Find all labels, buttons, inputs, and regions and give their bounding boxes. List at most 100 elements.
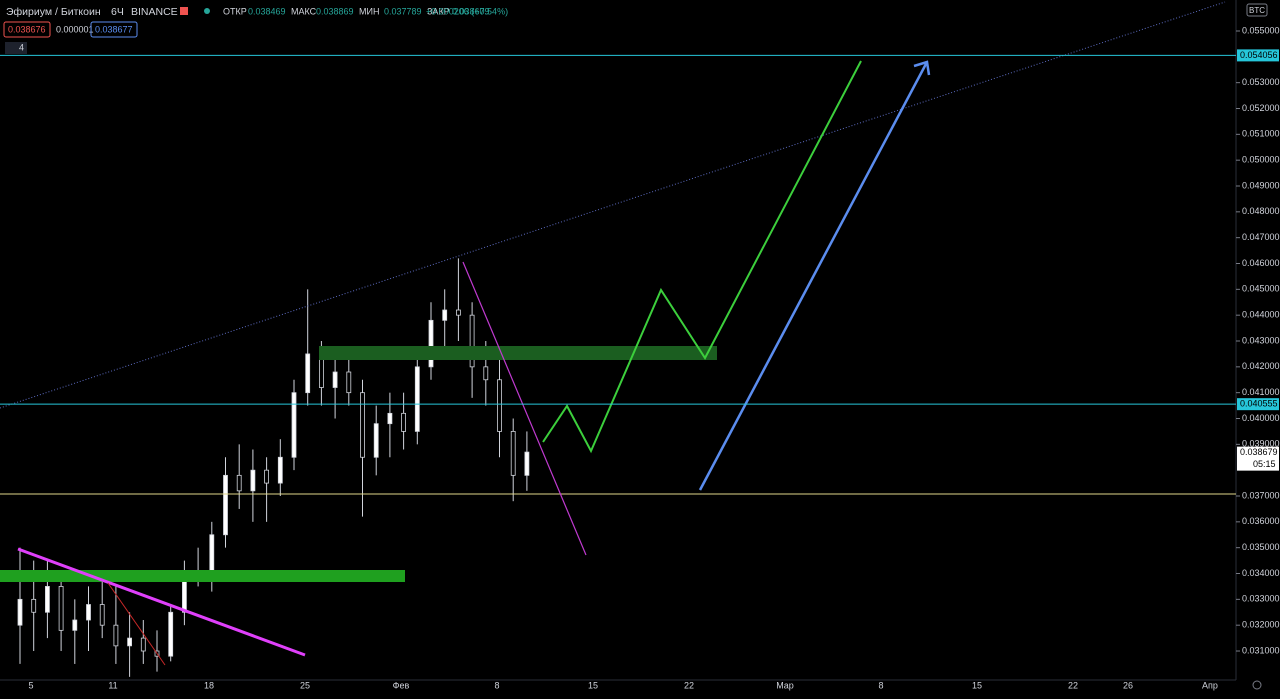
- y-tick-label: 0.050000: [1242, 155, 1280, 165]
- candle-body: [99, 604, 105, 626]
- currency-box: [1246, 3, 1268, 17]
- x-tick-label: Мар: [776, 680, 794, 690]
- y-tick-label: 0.042000: [1242, 361, 1280, 371]
- last-price-tag: [1237, 446, 1279, 471]
- candle-body: [264, 469, 270, 484]
- x-tick-label: 26: [1123, 680, 1133, 690]
- settings-icon[interactable]: [1252, 680, 1262, 690]
- y-tick-label: 0.039000: [1242, 439, 1280, 449]
- y-tick-label: 0.037000: [1242, 490, 1280, 500]
- last-price: 0.038679: [1240, 447, 1278, 457]
- bid: 0.038676: [8, 24, 46, 34]
- zone: [0, 570, 405, 582]
- y-tick-label: 0.049000: [1242, 180, 1280, 190]
- candle-body: [72, 619, 78, 631]
- x-tick-label: 22: [684, 680, 694, 690]
- trend-line: [0, 1, 1226, 409]
- candle-body: [387, 412, 393, 425]
- candle-body: [58, 586, 64, 631]
- trend-line: [17, 547, 306, 657]
- trend-line: [107, 582, 166, 666]
- x-tick-label: Апр: [1202, 680, 1218, 690]
- ohlc-value: 0.038869: [316, 6, 354, 16]
- status-dot: [204, 8, 210, 14]
- spread: 0.000001: [56, 24, 94, 34]
- candle-body: [291, 392, 297, 458]
- candle-body: [113, 624, 119, 647]
- symbol: Эфириум / Биткоин: [6, 6, 101, 18]
- candle-body: [401, 412, 407, 432]
- x-tick-label: Фев: [393, 680, 410, 690]
- y-tick-label: 0.040000: [1242, 413, 1280, 423]
- candle-body: [442, 309, 448, 321]
- ohlc-label: МИН: [359, 6, 379, 16]
- candle-body: [250, 469, 256, 492]
- interval: 6Ч: [111, 6, 124, 18]
- y-tick-label: 0.052000: [1242, 103, 1280, 113]
- y-tick-label: 0.036000: [1242, 516, 1280, 526]
- candle-body: [223, 474, 228, 536]
- flag-icon[interactable]: [180, 7, 188, 15]
- time-axis: 5 11 18 25 Фев 8 15 22 Мар 8 15 22 26 Апр: [28, 680, 1217, 690]
- candle-body: [483, 366, 489, 381]
- x-tick-label: 5: [28, 680, 33, 690]
- candle-body: [31, 598, 37, 613]
- candle-body: [305, 353, 311, 394]
- ohlc-label: МАКС: [291, 6, 317, 16]
- y-tick-label: 0.045000: [1242, 284, 1280, 294]
- candle-body: [86, 604, 91, 621]
- zone: [319, 346, 717, 360]
- candle-body: [510, 431, 516, 476]
- y-tick-label: 0.046000: [1242, 258, 1280, 268]
- y-tick-label: 0.043000: [1242, 335, 1280, 345]
- candle-body: [414, 366, 420, 432]
- bid-box[interactable]: [3, 21, 51, 38]
- candle-body: [346, 371, 352, 394]
- change: +0.000206 (+0.54%): [426, 6, 508, 16]
- y-tick-label: 0.032000: [1242, 620, 1280, 630]
- indicator-box[interactable]: [5, 42, 27, 54]
- ask: 0.038677: [95, 24, 133, 34]
- y-tick-label: 0.053000: [1242, 77, 1280, 87]
- ohlc-value: 0.038679: [452, 6, 490, 16]
- y-tick-label: 0.041000: [1242, 387, 1280, 397]
- price-axis: 0.031000 0.032000 0.033000 0.034000 0.035000…: [0, 25, 1280, 655]
- projection-path: [542, 60, 862, 454]
- x-tick-label: 18: [204, 680, 214, 690]
- level-tag: [1237, 398, 1279, 411]
- countdown: 05:15: [1253, 459, 1276, 469]
- y-tick-label: 0.051000: [1242, 129, 1280, 139]
- candle-body: [45, 586, 50, 613]
- y-tick-label: 0.035000: [1242, 542, 1280, 552]
- ohlc-value: 0.037789: [384, 6, 422, 16]
- x-tick-label: 15: [972, 680, 982, 690]
- ask-box[interactable]: [90, 21, 138, 38]
- candle-body: [524, 451, 530, 476]
- candle-body: [497, 379, 502, 432]
- candle-body: [17, 598, 23, 626]
- candle-body: [127, 637, 132, 647]
- projection-arrow: [698, 61, 929, 491]
- y-tick-label: 0.055000: [1242, 25, 1280, 35]
- y-tick-label: 0.047000: [1242, 232, 1280, 242]
- candle-body: [236, 474, 242, 492]
- ohlc: ОТКР 0.038469 МАКС 0.038869 МИН 0.037789 ЗАКР 0…: [223, 6, 490, 16]
- candles: [17, 258, 530, 677]
- ohlc-label: ЗАКР: [427, 6, 450, 16]
- x-tick-label: 22: [1068, 680, 1078, 690]
- x-tick-label: 11: [108, 680, 117, 690]
- y-tick-label: 0.044000: [1242, 310, 1280, 320]
- ohlc-label: ОТКР: [223, 6, 247, 16]
- exchange: BINANCE: [131, 6, 178, 18]
- y-tick-label: 0.048000: [1242, 206, 1280, 216]
- trend-line: [462, 261, 587, 556]
- level-label: 0.054056: [1240, 50, 1278, 60]
- candle-body: [469, 314, 475, 368]
- x-tick-label: 25: [300, 680, 310, 690]
- candle-body: [360, 392, 365, 458]
- x-tick-label: 8: [494, 680, 499, 690]
- x-tick-label: 15: [588, 680, 598, 690]
- y-tick-label: 0.031000: [1242, 645, 1280, 655]
- currency: BTC: [1249, 6, 1265, 15]
